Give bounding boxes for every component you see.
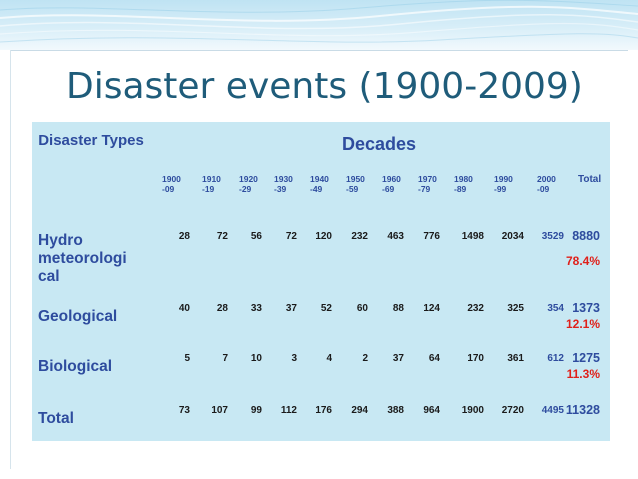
table-cell: 3 — [291, 353, 297, 364]
row-label: Biological — [38, 358, 113, 375]
decade-header: 1930 -39 — [274, 174, 293, 194]
table-cell: 37 — [285, 303, 297, 314]
table-cell: 99 — [250, 405, 262, 416]
header-band — [0, 0, 638, 50]
table-cell: 361 — [507, 353, 524, 364]
table-cell: 3529 — [541, 231, 564, 242]
table-cell: 120 — [315, 231, 332, 242]
table-cell: 37 — [392, 353, 404, 364]
row-label: Total — [38, 410, 74, 427]
frame-top-line — [10, 50, 628, 51]
table-cell: 7 — [222, 353, 228, 364]
table-cell: 52 — [320, 303, 332, 314]
decade-header: 2000 -09 — [537, 174, 556, 194]
table-cell: 28 — [216, 303, 228, 314]
row-label: Hydro meteorologi cal — [38, 232, 127, 285]
table-cell: 612 — [547, 353, 564, 364]
table-cell: 64 — [428, 353, 440, 364]
table-cell: 40 — [178, 303, 190, 314]
table-cell: 33 — [250, 303, 262, 314]
table-cell: 10 — [250, 353, 262, 364]
table-cell: 232 — [467, 303, 484, 314]
table-cell: 964 — [423, 405, 440, 416]
table-cell: 232 — [351, 231, 368, 242]
table-cell: 56 — [250, 231, 262, 242]
decades-header: Decades — [342, 134, 417, 154]
table-cell: 388 — [387, 405, 404, 416]
decade-header: 1970 -79 — [418, 174, 437, 194]
row-total: 1373 — [572, 301, 600, 315]
row-total: 1275 — [572, 351, 600, 365]
decade-header: 1920 -29 — [239, 174, 258, 194]
row-total: 8880 — [572, 229, 600, 243]
decade-header: 1910 -19 — [202, 174, 221, 194]
disaster-table: Disaster Types Decades Total 1900 -09 1910… — [32, 122, 610, 441]
table-cell: 5 — [184, 353, 190, 364]
decade-header: 1950 -59 — [346, 174, 365, 194]
table-cell: 4 — [326, 353, 332, 364]
decade-header: 1990 -99 — [494, 174, 513, 194]
table-cell: 107 — [211, 405, 228, 416]
table-cell: 1900 — [461, 405, 484, 416]
table-cell: 112 — [280, 405, 297, 416]
total-column-header: Total — [578, 174, 602, 185]
table-cell: 72 — [285, 231, 297, 242]
table-cell: 88 — [392, 303, 404, 314]
table-cell: 4495 — [541, 405, 564, 416]
table-cell: 294 — [351, 405, 368, 416]
slide-title: Disaster events (1900-2009) — [66, 66, 583, 107]
table-cell: 463 — [387, 231, 404, 242]
row-percent: 78.4% — [565, 254, 600, 268]
table-cell: 2 — [362, 353, 368, 364]
table-cell: 325 — [507, 303, 524, 314]
wave-decoration — [0, 0, 638, 43]
table-cell: 124 — [423, 303, 440, 314]
decade-header: 1940 -49 — [310, 174, 329, 194]
disaster-types-header: Disaster Types — [38, 132, 144, 149]
table-cell: 60 — [356, 303, 368, 314]
decade-header: 1960 -69 — [382, 174, 401, 194]
table-cell: 170 — [467, 353, 484, 364]
table-cell: 354 — [547, 303, 564, 314]
table-cell: 176 — [315, 405, 332, 416]
row-label: Geological — [38, 308, 118, 325]
frame-left-line — [10, 50, 11, 469]
table-cell: 1498 — [461, 231, 484, 242]
table-cell: 72 — [216, 231, 228, 242]
decade-header: 1900 -09 — [162, 174, 181, 194]
table-cell: 28 — [178, 231, 190, 242]
table-cell: 2034 — [501, 231, 524, 242]
row-percent: 12.1% — [565, 317, 600, 331]
row-total: 11328 — [565, 403, 600, 417]
row-percent: 11.3% — [566, 367, 600, 381]
table-cell: 2720 — [501, 405, 524, 416]
table-cell: 776 — [423, 231, 440, 242]
table-cell: 73 — [178, 405, 190, 416]
decade-header: 1980 -89 — [454, 174, 473, 194]
